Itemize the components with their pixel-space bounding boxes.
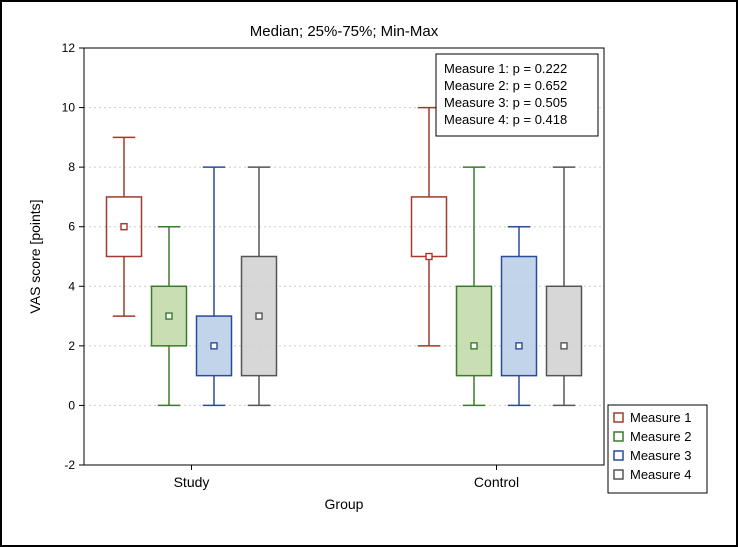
chart-title: Median; 25%-75%; Min-Max [250,23,439,40]
legend-label: Measure 2 [630,429,691,444]
boxplot-chart: -2 0 2 4 6 8 10 12 Median; 25%-75%; Min-Max VAS s… [14,12,726,535]
box [457,286,492,375]
legend-marker [614,470,623,479]
y-tick-label: 6 [68,220,75,234]
median-marker [256,313,262,319]
x-tick-label: Study [174,474,210,490]
legend-label: Measure 4 [630,467,691,482]
median-marker [426,254,432,260]
median-marker [211,343,217,349]
box [502,257,537,376]
legend-marker [614,432,623,441]
x-axis-title: Group [325,496,364,512]
y-axis-title: VAS score [points] [27,199,43,313]
median-marker [121,224,127,230]
y-tick-label: 4 [68,279,75,293]
box [547,286,582,375]
median-marker [516,343,522,349]
x-tick-label: Control [474,474,519,490]
y-tick-label: 12 [62,41,76,55]
legend-label: Measure 3 [630,448,691,463]
annotation-line: Measure 2: p = 0.652 [444,78,567,93]
chart-frame: -2 0 2 4 6 8 10 12 Median; 25%-75%; Min-Max VAS s… [0,0,738,547]
y-tick-label: 0 [68,398,75,412]
annotation-line: Measure 4: p = 0.418 [444,112,567,127]
annotation-line: Measure 3: p = 0.505 [444,95,567,110]
y-tick-label: 2 [68,339,75,353]
legend-label: Measure 1 [630,410,691,425]
legend-marker [614,413,623,422]
annotation-line: Measure 1: p = 0.222 [444,61,567,76]
legend-marker [614,451,623,460]
median-marker [471,343,477,349]
median-marker [166,313,172,319]
median-marker [561,343,567,349]
y-tick-label: 8 [68,160,75,174]
y-tick-label: 10 [62,101,76,115]
y-tick-label: -2 [64,458,75,472]
